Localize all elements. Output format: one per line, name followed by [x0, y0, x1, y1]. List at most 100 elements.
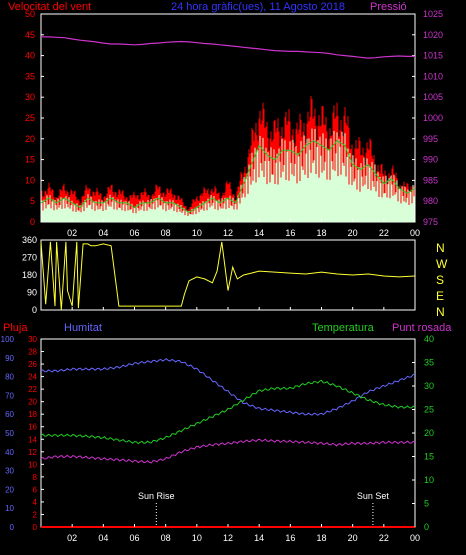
wind-axis-tick-label: 50: [25, 9, 35, 19]
temperature-axis-tick-label: 0: [424, 522, 429, 532]
direction-axis-tick-label: 180: [22, 270, 37, 280]
pressure-axis-tick-label: 1015: [423, 51, 443, 61]
rain-axis-tick-label: 8: [33, 473, 38, 482]
dewpoint-label: Punt rosada: [392, 322, 452, 334]
rain-axis-tick-label: 20: [28, 398, 37, 407]
wind-speed-title: Velocitat del vent: [8, 1, 91, 13]
temperature-axis-tick-label: 35: [424, 358, 434, 368]
sun-event-label: Sun Set: [357, 491, 390, 501]
pressure-axis-tick-label: 985: [423, 175, 438, 185]
wind-axis-tick-label: 20: [25, 134, 35, 144]
top-x-axis-tick-label: 18: [316, 228, 326, 238]
humidity-axis-tick-label: 90: [5, 354, 14, 363]
direction-axis-tick-label: 270: [22, 253, 37, 263]
compass-label: N: [436, 305, 445, 319]
wind-axis-tick-label: 40: [25, 51, 35, 61]
dewpoint-line: [40, 438, 416, 464]
temperature-axis-tick-label: 25: [424, 405, 434, 415]
wind-axis-tick-label: 45: [25, 30, 35, 40]
temperature-axis-tick-label: 30: [424, 381, 434, 391]
pressure-line: [41, 36, 415, 59]
bottom-x-axis-tick-label: 00: [410, 533, 420, 543]
humidity-axis-tick-label: 40: [5, 448, 14, 457]
rain-axis-tick-label: 22: [28, 385, 37, 394]
compass-label: S: [436, 273, 444, 287]
top-x-axis-tick-label: 02: [67, 228, 77, 238]
pressure-axis-tick-label: 1005: [423, 92, 443, 102]
humidity-axis-tick-label: 10: [5, 504, 14, 513]
temperature-label: Temperatura: [312, 322, 375, 334]
humidity-label: Humitat: [64, 322, 102, 334]
pressure-axis-tick-label: 1025: [423, 9, 443, 19]
pressure-axis-tick-label: 995: [423, 134, 438, 144]
bottom-x-axis-tick-label: 02: [67, 533, 77, 543]
direction-axis-tick-label: 90: [27, 288, 37, 298]
pressure-axis-tick-label: 975: [423, 217, 438, 227]
humidity-axis-tick-label: 60: [5, 410, 14, 419]
humidity-axis-tick-label: 20: [5, 485, 14, 494]
wind-axis-tick-label: 10: [25, 175, 35, 185]
pressure-axis-tick-label: 1010: [423, 71, 443, 81]
rain-axis-tick-label: 10: [28, 460, 37, 469]
temperature-axis-tick-label: 20: [424, 428, 434, 438]
humidity-axis-tick-label: 50: [5, 429, 14, 438]
pressure-title: Pressió: [370, 1, 407, 13]
rain-axis-tick-label: 0: [33, 523, 38, 532]
wind-avg-line: [40, 140, 416, 213]
rain-axis-tick-label: 24: [28, 373, 37, 382]
top-x-axis-tick-label: 14: [254, 228, 264, 238]
bottom-x-axis-tick-label: 22: [379, 533, 389, 543]
pressure-axis-tick-label: 1000: [423, 113, 443, 123]
top-x-axis-tick-label: 06: [129, 228, 139, 238]
rain-axis-tick-label: 18: [28, 410, 37, 419]
top-x-axis-tick-label: 22: [379, 228, 389, 238]
wind-axis-tick-label: 30: [25, 92, 35, 102]
rain-axis-tick-label: 30: [28, 335, 37, 344]
compass-label: W: [436, 257, 448, 271]
rain-axis-tick-label: 26: [28, 360, 37, 369]
pressure-axis-tick-label: 1020: [423, 30, 443, 40]
chart-main-title: 24 hora gràfic(ues), 11 Agosto 2018: [171, 1, 345, 13]
bottom-x-axis-tick-label: 18: [316, 533, 326, 543]
wind-axis-tick-label: 15: [25, 155, 35, 165]
wind-avg-bars: [41, 128, 415, 222]
humidity-axis-tick-label: 0: [10, 523, 15, 532]
wind-axis-tick-label: 5: [30, 196, 35, 206]
direction-axis-tick-label: 0: [32, 305, 37, 315]
top-x-axis-tick-label: 16: [285, 228, 295, 238]
pressure-axis-tick-label: 990: [423, 155, 438, 165]
rain-axis-tick-label: 14: [28, 435, 37, 444]
rain-axis-tick-label: 6: [33, 485, 38, 494]
wind-axis-tick-label: 25: [25, 113, 35, 123]
top-x-axis-tick-label: 12: [223, 228, 233, 238]
compass-label: N: [436, 241, 445, 255]
wind-axis-tick-label: 35: [25, 71, 35, 81]
direction-axis-tick-label: 360: [22, 235, 37, 245]
humidity-axis-tick-label: 80: [5, 373, 14, 382]
bottom-x-axis-tick-label: 06: [129, 533, 139, 543]
bottom-x-axis-tick-label: 12: [223, 533, 233, 543]
top-x-axis-tick-label: 08: [161, 228, 171, 238]
rain-axis-tick-label: 12: [28, 448, 37, 457]
bottom-x-axis-tick-label: 10: [192, 533, 202, 543]
temperature-axis-tick-label: 10: [424, 475, 434, 485]
temperature-axis-tick-label: 40: [424, 334, 434, 344]
bottom-x-axis-tick-label: 16: [285, 533, 295, 543]
temperature-axis-tick-label: 5: [424, 499, 429, 509]
rain-axis-tick-label: 4: [33, 498, 38, 507]
bottom-x-axis-tick-label: 08: [161, 533, 171, 543]
bottom-x-axis-tick-label: 20: [348, 533, 358, 543]
rain-axis-tick-label: 2: [33, 510, 38, 519]
top-x-axis-tick-label: 10: [192, 228, 202, 238]
top-x-axis-tick-label: 20: [348, 228, 358, 238]
temperature-axis-tick-label: 15: [424, 452, 434, 462]
pressure-axis-tick-label: 980: [423, 196, 438, 206]
wind-axis-tick-label: 0: [30, 217, 35, 227]
sun-event-label: Sun Rise: [138, 491, 175, 501]
compass-label: E: [436, 289, 444, 303]
humidity-axis-tick-label: 30: [5, 467, 14, 476]
humidity-axis-tick-label: 100: [1, 335, 15, 344]
rain-axis-tick-label: 28: [28, 348, 37, 357]
humidity-line: [40, 357, 416, 416]
